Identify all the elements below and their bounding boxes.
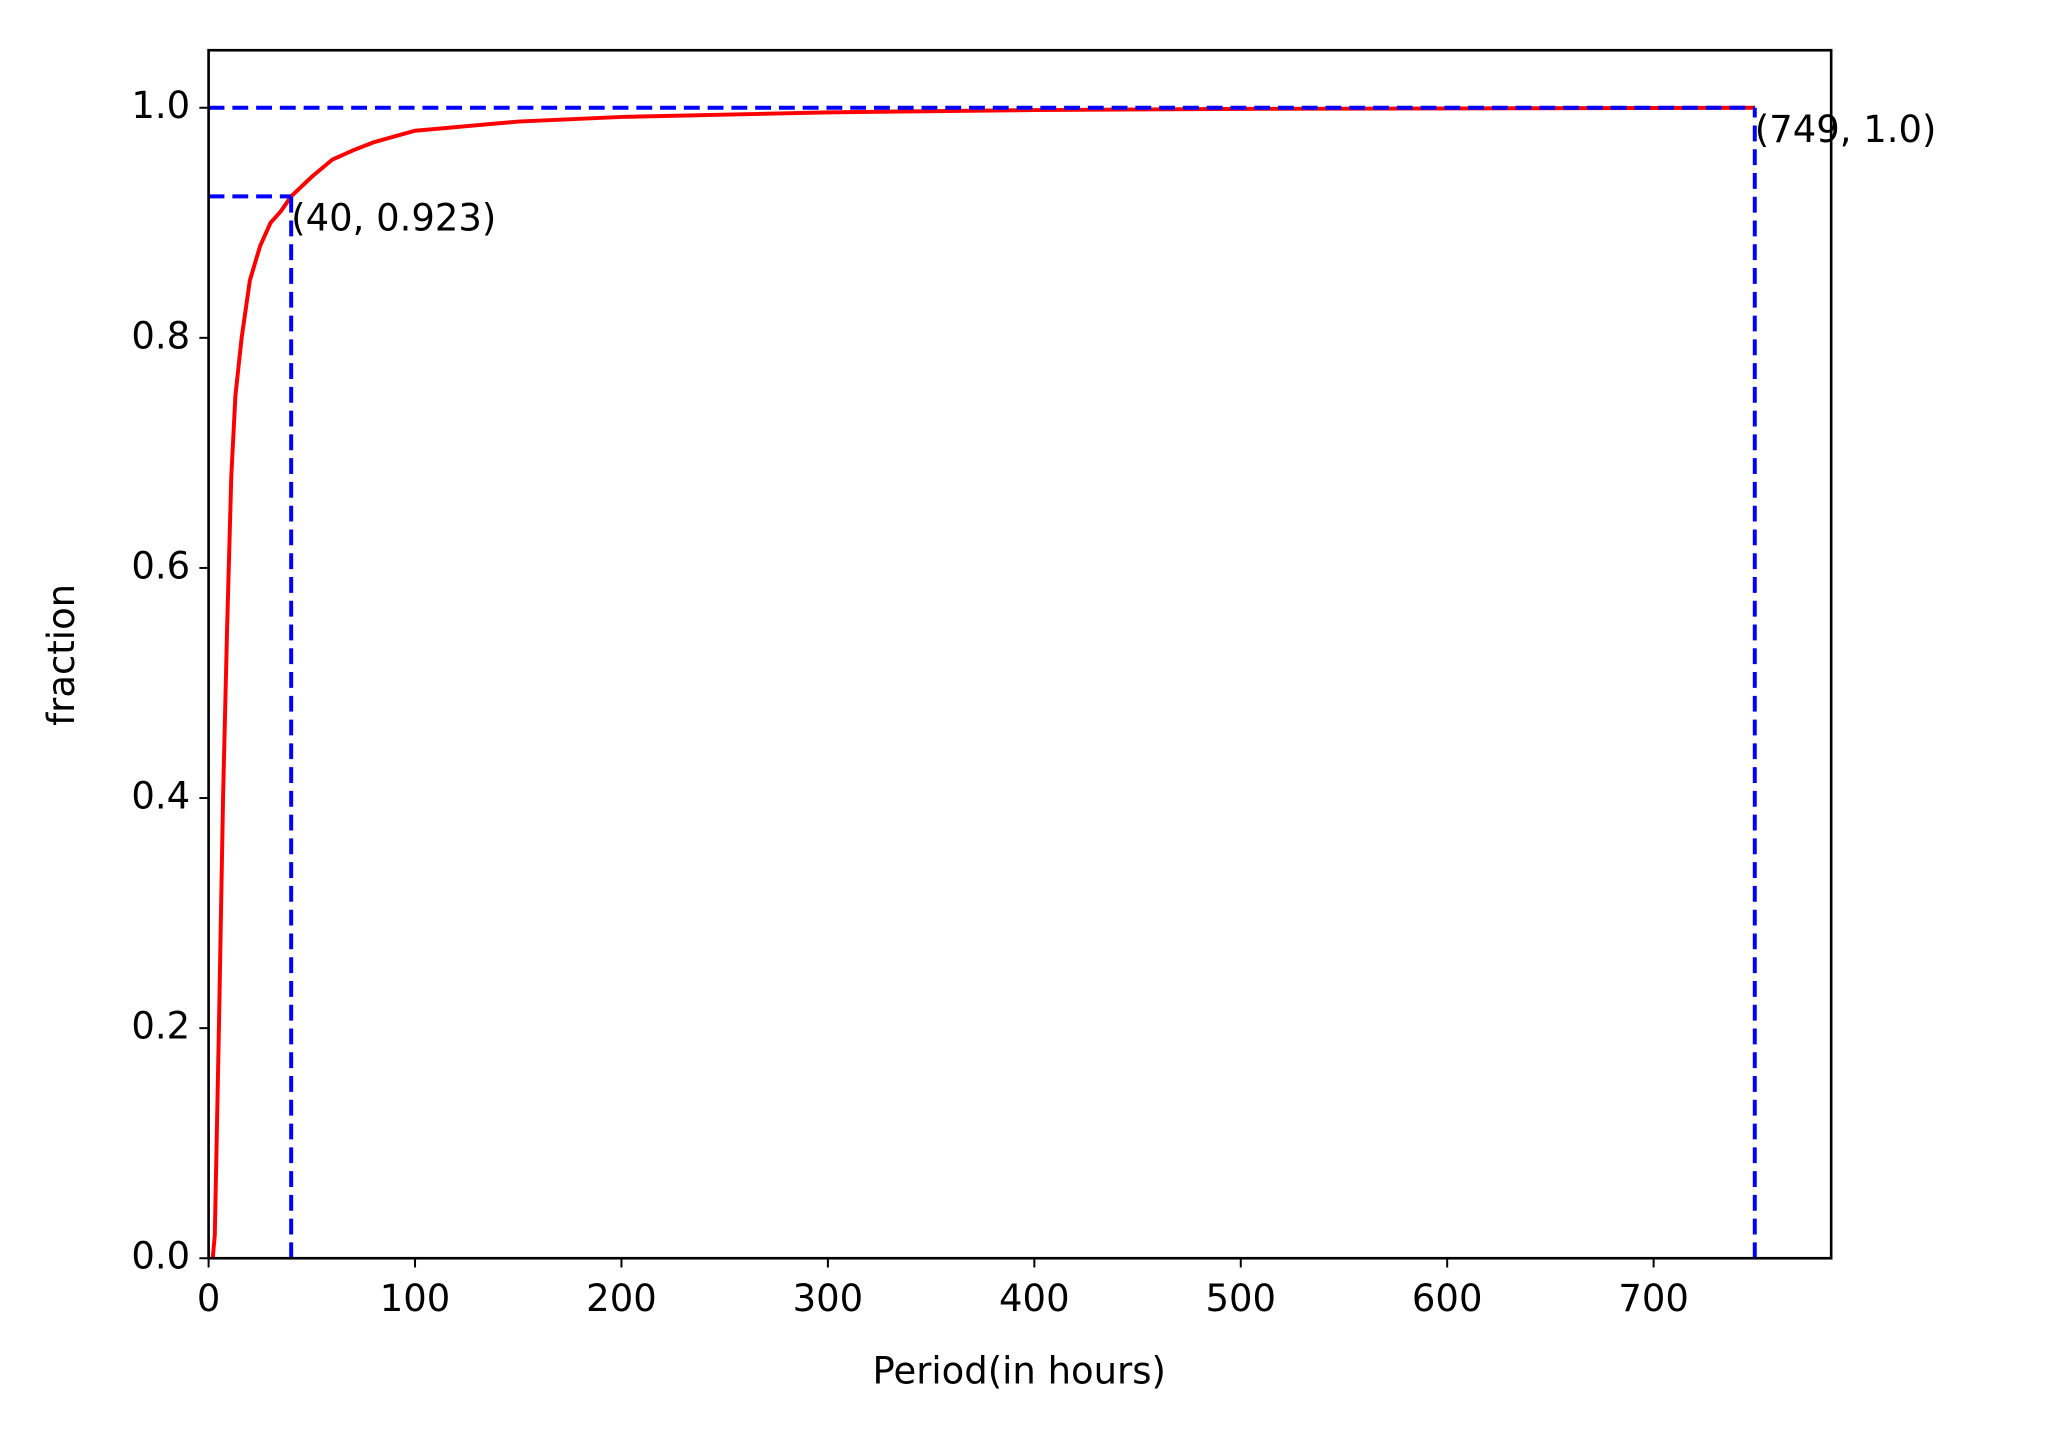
x-tick-label: 400 <box>999 1277 1070 1320</box>
y-tick-label: 1.0 <box>131 84 190 127</box>
y-tick-label: 0.6 <box>131 544 190 587</box>
annotation-label: (40, 0.923) <box>291 197 496 240</box>
x-tick-label: 600 <box>1412 1277 1483 1320</box>
y-tick-label: 0.4 <box>131 775 190 818</box>
y-tick-label: 0.8 <box>131 314 190 357</box>
y-axis-label: fraction <box>40 584 83 726</box>
x-tick-label: 300 <box>793 1277 864 1320</box>
x-tick-label: 100 <box>380 1277 451 1320</box>
cdf-line <box>210 105 1755 1259</box>
y-tick-label: 0.0 <box>131 1235 190 1278</box>
x-tick-label: 700 <box>1618 1277 1689 1320</box>
y-tick-label: 0.2 <box>131 1005 190 1048</box>
x-tick-label: 200 <box>586 1277 657 1320</box>
x-axis-label: Period(in hours) <box>873 1350 1166 1393</box>
plot-frame <box>207 48 1833 1260</box>
x-tick-label: 500 <box>1205 1277 1276 1320</box>
annotation-label: (749, 1.0) <box>1755 108 1937 151</box>
x-tick-label: 0 <box>197 1277 221 1320</box>
